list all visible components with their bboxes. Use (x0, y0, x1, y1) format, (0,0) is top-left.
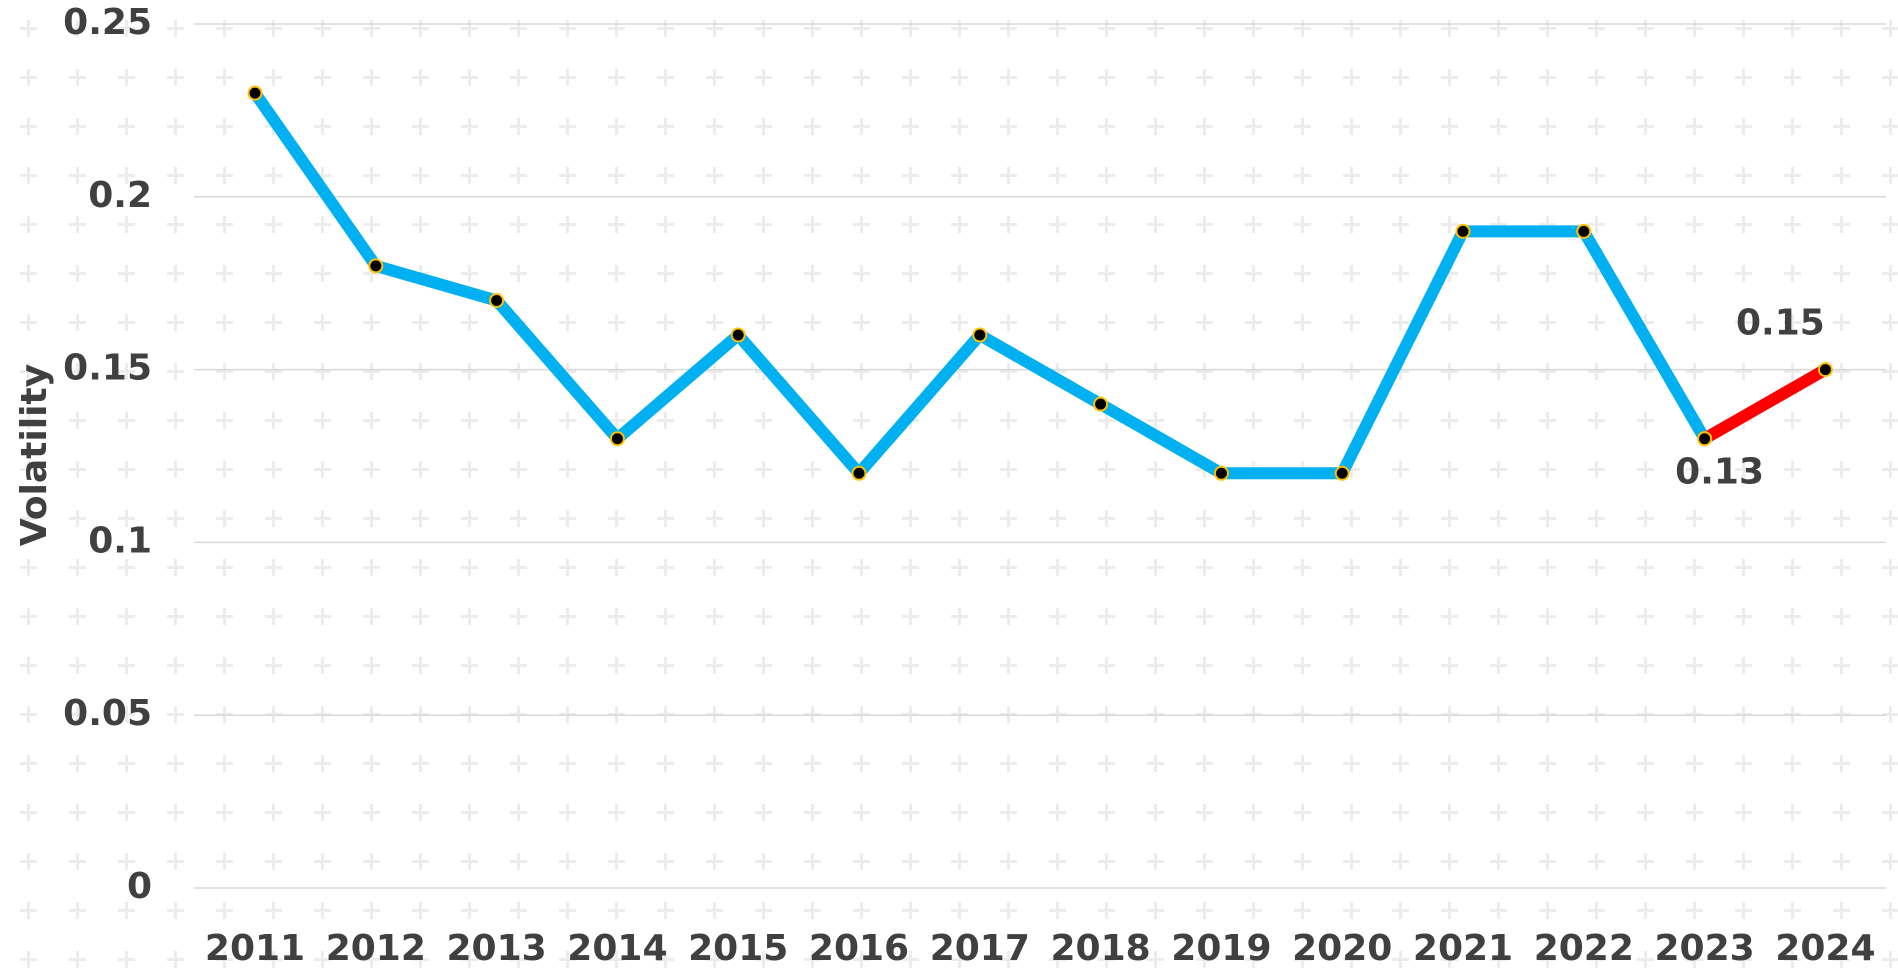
x-tick-label: 2022 (1534, 928, 1634, 969)
x-tick-label: 2012 (326, 928, 426, 969)
marker (1213, 465, 1229, 481)
data-label: 0.15 (1736, 303, 1825, 344)
marker (247, 85, 263, 101)
marker (1697, 431, 1713, 447)
y-tick-label: 0.1 (88, 520, 152, 561)
marker (489, 292, 505, 308)
marker (1334, 465, 1350, 481)
x-tick-label: 2018 (1050, 928, 1150, 969)
marker (851, 465, 867, 481)
data-label: 0.13 (1675, 452, 1764, 493)
x-tick-label: 2011 (205, 928, 305, 969)
marker (368, 258, 384, 274)
marker (972, 327, 988, 343)
x-tick-label: 2020 (1292, 928, 1392, 969)
x-tick-label: 2013 (446, 928, 546, 969)
x-tick-label: 2024 (1775, 928, 1875, 969)
x-tick-label: 2023 (1654, 928, 1754, 969)
x-tick-label: 2017 (930, 928, 1030, 969)
marker (1576, 223, 1592, 239)
marker (609, 431, 625, 447)
y-tick-label: 0.05 (63, 693, 152, 734)
line-series (1701, 364, 1829, 444)
x-tick-label: 2016 (809, 928, 909, 969)
marker (1455, 223, 1471, 239)
marker (1817, 362, 1833, 378)
x-tick-label: 2019 (1171, 928, 1271, 969)
x-tick-label: 2014 (567, 928, 667, 969)
y-tick-label: 0.2 (88, 175, 152, 216)
y-tick-label: 0 (127, 866, 152, 907)
y-axis-label: Volatility (14, 364, 55, 546)
y-tick-label: 0.15 (63, 348, 152, 389)
y-tick-label: 0.25 (63, 2, 152, 43)
x-tick-label: 2021 (1413, 928, 1513, 969)
x-tick-label: 2015 (688, 928, 788, 969)
marker (730, 327, 746, 343)
marker (1093, 396, 1109, 412)
